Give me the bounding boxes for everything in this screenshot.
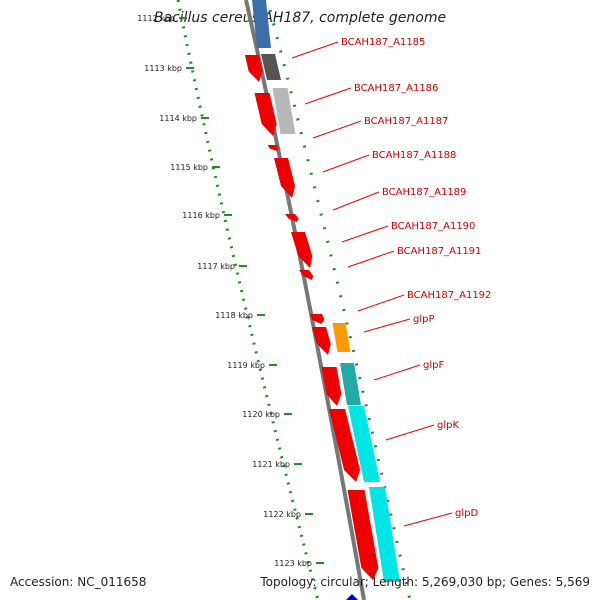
gene-leader-line (304, 87, 352, 105)
scale-tick-label: 1123 kbp (274, 559, 312, 568)
gene-leader-line (347, 250, 395, 268)
scale-tick-label: 1113 kbp (144, 64, 182, 73)
gene-cyan-block (348, 406, 380, 482)
gene-a1191 (299, 270, 314, 280)
blue-marker (346, 594, 358, 600)
scale-tick-label: 1121 kbp (252, 460, 290, 469)
gene-label: glpD (455, 508, 478, 519)
outer-track-line (268, 9, 412, 600)
gene-a1187 (267, 145, 279, 151)
gene-leader-line (341, 225, 389, 243)
gene-leader-line (322, 154, 370, 173)
gene-leader-line (385, 424, 435, 441)
gene-label: BCAH187_A1189 (382, 187, 466, 198)
gene-leader-line (373, 364, 421, 381)
scale-tick-label: 1120 kbp (242, 410, 280, 419)
gene-label: BCAH187_A1187 (364, 116, 448, 127)
gene-cyan-block-2 (369, 487, 400, 582)
gene-label: BCAH187_A1192 (407, 290, 491, 301)
gene-glpk (329, 409, 361, 482)
gene-label: BCAH187_A1191 (397, 246, 481, 257)
scale-tick-label: 1118 kbp (215, 311, 253, 320)
genome-summary-text: Topology: circular; Length: 5,269,030 bp… (260, 575, 590, 589)
gene-label: BCAH187_A1190 (391, 221, 475, 232)
gene-a1189 (285, 214, 299, 222)
gene-darkgray-block (261, 54, 281, 80)
gene-leader-line (363, 318, 411, 333)
gene-leader-line (291, 41, 339, 59)
gene-glpf (321, 367, 342, 406)
gene-label: glpK (437, 420, 459, 431)
scale-tick-label: 1116 kbp (182, 211, 220, 220)
genome-title: Bacillus cereus AH187, complete genome (153, 10, 447, 26)
accession-text: Accession: NC_011658 (10, 575, 147, 589)
gene-leader-line (403, 512, 453, 527)
scale-tick-label: 1117 kbp (197, 262, 235, 271)
gene-a1186 (254, 93, 277, 136)
gene-a1188 (274, 158, 295, 198)
scale-tick-label: 1112 kbp (137, 14, 175, 23)
gene-a1190 (291, 232, 313, 268)
scale-tick-label: 1114 kbp (159, 114, 197, 123)
gene-label: BCAH187_A1186 (354, 83, 438, 94)
gene-a1185 (245, 55, 263, 82)
gene-glpp (312, 327, 331, 355)
gene-glpd (347, 490, 379, 580)
gene-label: BCAH187_A1185 (341, 37, 425, 48)
gene-teal-block (340, 363, 361, 405)
gene-leader-line (332, 191, 380, 211)
gene-lightgray-block (272, 88, 296, 134)
gene-a1192 (310, 314, 325, 324)
gene-label: glpF (423, 360, 444, 371)
scale-tick-label: 1115 kbp (170, 163, 208, 172)
gene-orange-block (332, 323, 351, 352)
gene-blue-block (252, 0, 271, 48)
scale-tick-label: 1119 kbp (227, 361, 265, 370)
scale-tick-label: 1122 kbp (263, 510, 301, 519)
gene-leader-line (312, 120, 362, 139)
gene-label: glpP (413, 314, 435, 325)
gene-label: BCAH187_A1188 (372, 150, 456, 161)
gene-leader-line (357, 294, 405, 312)
